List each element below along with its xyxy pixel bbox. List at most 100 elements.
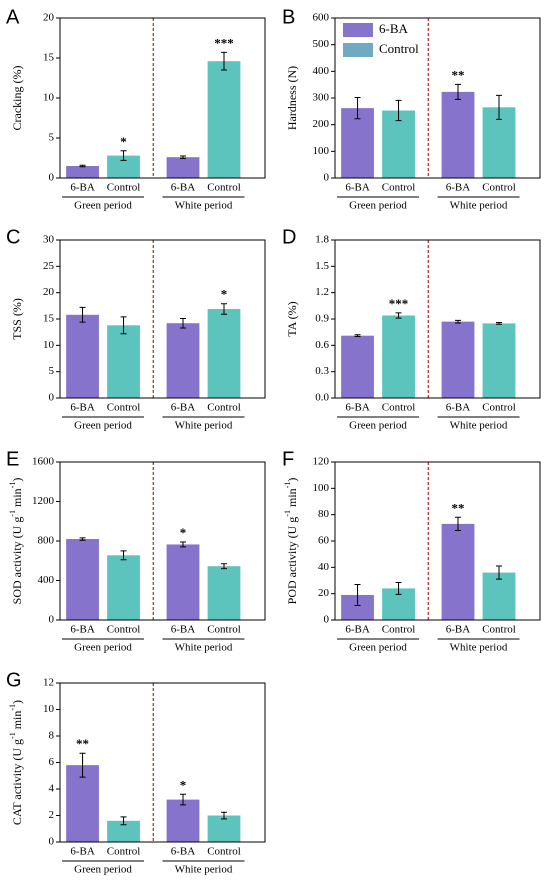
bar — [166, 157, 200, 178]
y-tick-label: 1600 — [32, 456, 55, 468]
error-bar — [180, 317, 186, 329]
y-tick-label: 10 — [43, 92, 55, 104]
y-tick-label: 40 — [318, 561, 330, 573]
y-axis-label-part: min — [285, 488, 299, 510]
x-tick-label: 6-BA — [345, 402, 370, 414]
significance: ** — [452, 67, 465, 82]
y-tick-label: 5 — [49, 365, 55, 377]
x-tick-label: Control — [207, 402, 241, 414]
x-tick-label: 6-BA — [171, 402, 196, 414]
error-bar — [120, 550, 127, 561]
y-tick-label: 20 — [43, 286, 55, 298]
legend-swatch — [343, 23, 373, 37]
error-bar — [354, 96, 361, 120]
y-tick-label: 1.8 — [315, 234, 329, 246]
y-axis-label-part: -1 — [283, 482, 292, 489]
error-bar — [221, 811, 227, 820]
x-tick-label: Control — [382, 182, 416, 194]
group-label: White period — [175, 642, 233, 654]
y-tick-label: 60 — [318, 535, 330, 547]
x-tick-label: Control — [482, 182, 516, 194]
group-label: Green period — [74, 420, 132, 432]
x-tick-label: 6-BA — [70, 846, 95, 858]
bar — [207, 61, 241, 179]
x-tick-label: 6-BA — [70, 182, 95, 194]
bar — [66, 314, 99, 398]
x-tick-label: 6-BA — [171, 182, 196, 194]
y-axis-label-part: min — [10, 488, 24, 510]
group-label: White period — [450, 200, 508, 212]
panel-label: E — [6, 448, 19, 470]
legend-swatch — [343, 43, 373, 57]
bar — [107, 155, 140, 178]
group-label: Green period — [349, 200, 407, 212]
y-axis-label-part: -1 — [283, 510, 292, 517]
plot-frame — [59, 239, 266, 399]
bar — [382, 110, 415, 178]
y-tick-label: 400 — [38, 574, 55, 586]
y-axis-label-part: ) — [285, 478, 299, 482]
plot-frame — [334, 461, 541, 621]
y-tick-label: 400 — [313, 65, 330, 77]
y-axis-label: SOD activity (U g-1 min-1) — [8, 478, 24, 605]
y-tick-label: 500 — [313, 38, 330, 50]
x-tick-label: Control — [207, 182, 241, 194]
significance: ** — [452, 500, 465, 515]
error-bar — [180, 155, 186, 159]
significance: * — [180, 525, 187, 540]
bar — [107, 555, 140, 620]
y-axis-label-part: CAT activity (U g — [10, 739, 24, 825]
group-label: White period — [175, 864, 233, 876]
significance: * — [120, 134, 127, 149]
bar — [441, 91, 475, 178]
y-axis-label: CAT activity (U g-1 min-1) — [8, 700, 24, 825]
y-tick-label: 100 — [313, 482, 330, 494]
x-tick-label: Control — [107, 624, 141, 636]
error-bar — [180, 541, 186, 548]
y-tick-label: 20 — [43, 12, 55, 24]
x-tick-label: 6-BA — [171, 846, 196, 858]
y-tick-label: 800 — [38, 535, 55, 547]
y-axis-label-part: -1 — [8, 732, 17, 739]
error-bar — [496, 322, 502, 325]
bar — [107, 325, 140, 398]
y-tick-label: 8 — [49, 730, 55, 742]
y-tick-label: 200 — [313, 118, 330, 130]
group-label: White period — [450, 642, 508, 654]
x-tick-label: Control — [482, 402, 516, 414]
group-label: Green period — [74, 200, 132, 212]
group-label: Green period — [349, 420, 407, 432]
error-bar — [221, 303, 227, 315]
error-bar — [395, 99, 402, 122]
y-tick-label: 1.2 — [315, 286, 329, 298]
x-tick-label: 6-BA — [446, 402, 471, 414]
plot-frame — [334, 17, 541, 179]
group-label: White period — [450, 420, 508, 432]
group-label: Green period — [74, 864, 132, 876]
panel-label: C — [6, 226, 20, 248]
error-bar — [120, 150, 127, 161]
bar — [482, 572, 516, 620]
bar — [66, 539, 99, 620]
group-label: White period — [175, 420, 233, 432]
x-tick-label: 6-BA — [70, 402, 95, 414]
error-bar — [455, 319, 461, 324]
x-tick-label: Control — [107, 846, 141, 858]
y-tick-label: 10 — [43, 339, 55, 351]
y-tick-label: 120 — [313, 456, 330, 468]
y-axis-label-part: POD activity (U g — [285, 517, 299, 605]
significance: * — [221, 287, 228, 302]
group-label: Green period — [74, 642, 132, 654]
error-bar — [455, 516, 461, 531]
y-axis-label: Hardness (N) — [285, 66, 299, 130]
y-tick-label: 0 — [49, 172, 55, 184]
y-axis-label-part: -1 — [8, 704, 17, 711]
x-tick-label: 6-BA — [345, 624, 370, 636]
y-axis-label: TA (%) — [285, 301, 299, 336]
y-axis-label-part: SOD activity (U g — [10, 517, 24, 605]
y-tick-label: 0.6 — [315, 339, 329, 351]
y-tick-label: 300 — [313, 92, 330, 104]
significance: *** — [389, 296, 409, 311]
panel-label: F — [282, 448, 294, 470]
